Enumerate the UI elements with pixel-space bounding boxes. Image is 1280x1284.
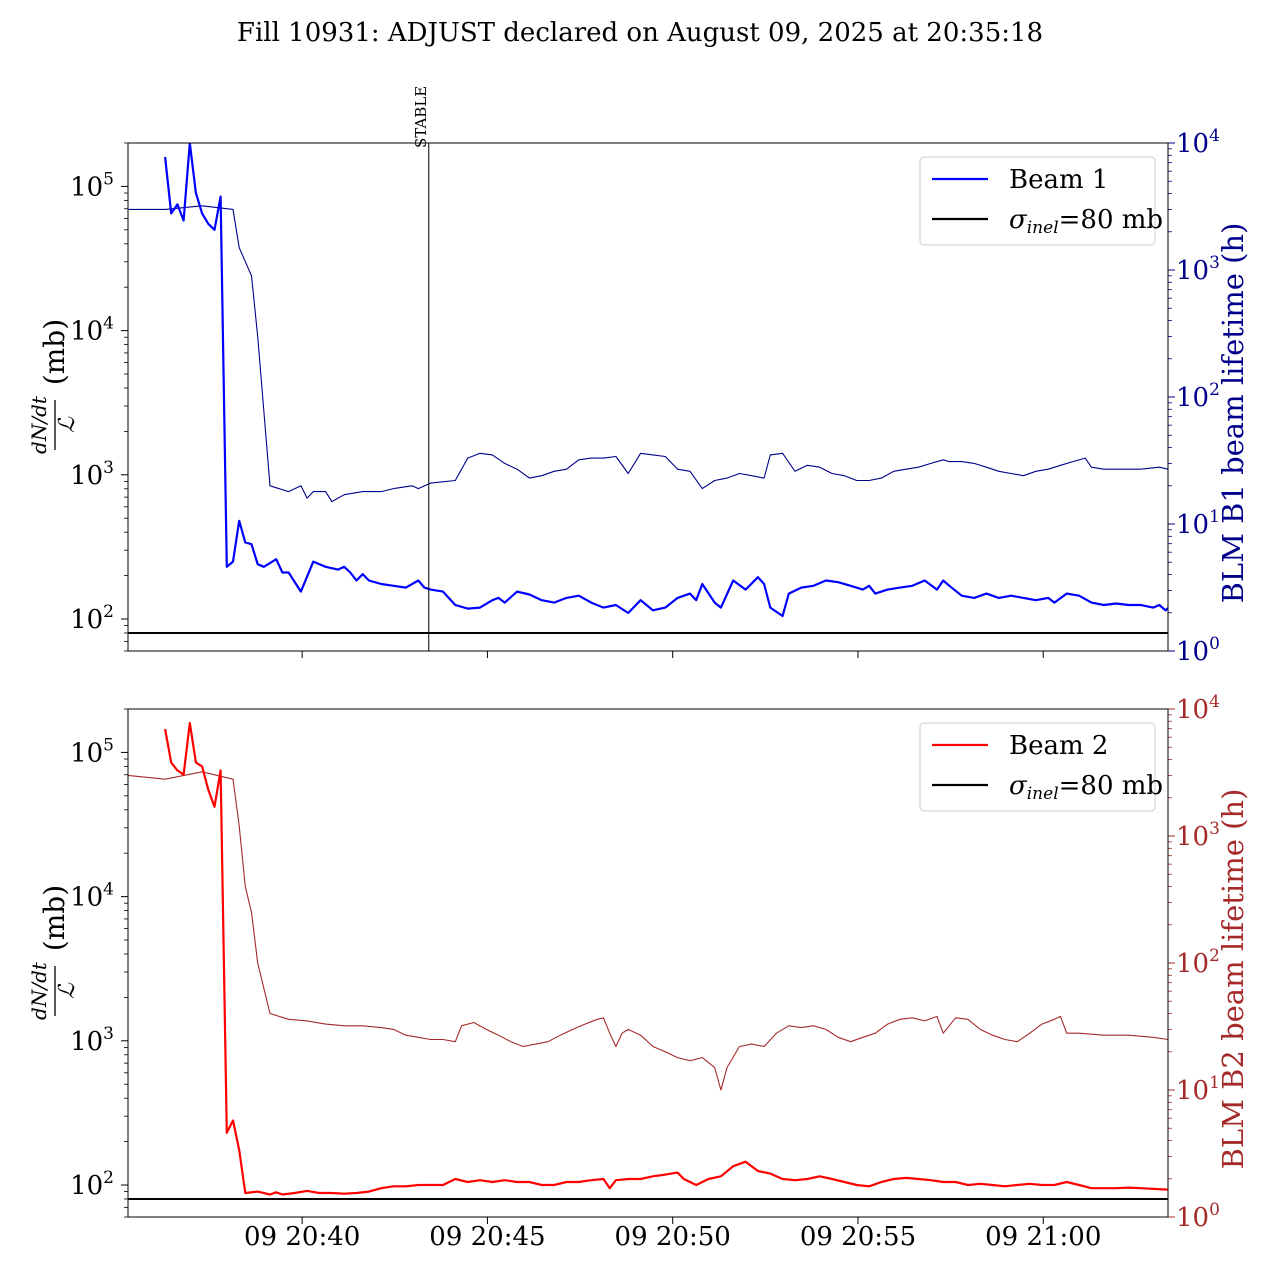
tick-exponent: 3 (1209, 819, 1220, 839)
tick-base: 10 (1176, 510, 1209, 540)
tick-base: 10 (70, 172, 103, 202)
tick-base: 10 (70, 1171, 103, 1201)
legend: Beam 2 σinel=80 mb (919, 722, 1163, 812)
tick-base: 10 (70, 605, 103, 635)
tick-base: 10 (1176, 256, 1209, 286)
tick-exponent: 3 (1209, 253, 1220, 273)
sigma-symbol: σ (1009, 205, 1028, 235)
tick-base: 10 (70, 461, 103, 491)
plot-area (128, 721, 1168, 1200)
sigma-subscript: inel (1027, 218, 1059, 238)
label-denominator: ℒ (55, 982, 80, 999)
right-tick-label: 102 (1176, 946, 1220, 979)
legend-label-beam: Beam 2 (1009, 731, 1108, 761)
right-tick-label: 101 (1176, 1073, 1220, 1106)
left-tick-label: 104 (70, 314, 114, 347)
tick-base: 10 (1176, 637, 1209, 667)
left-tick-label: 102 (70, 602, 114, 635)
tick-exponent: 3 (103, 1024, 114, 1044)
legend: Beam 1 σinel=80 mb (919, 156, 1163, 246)
sigma-symbol: σ (1009, 771, 1028, 801)
left-tick-label: 105 (70, 735, 114, 768)
right-tick-label: 100 (1176, 1200, 1220, 1233)
tick-exponent: 2 (1209, 380, 1220, 400)
right-tick-label: 102 (1176, 380, 1220, 413)
label-numerator: dN/dt (27, 961, 51, 1020)
plot-frame (127, 708, 1169, 1218)
right-tick-label: 103 (1176, 253, 1220, 286)
left-tick-label: 105 (70, 169, 114, 202)
tick-base: 10 (70, 317, 103, 347)
sigma-subscript: inel (1027, 784, 1059, 804)
right-axis-label: BLM B1 beam lifetime (h) (1216, 223, 1250, 604)
legend-label-sigma: σinel=80 mb (1009, 205, 1163, 238)
tick-exponent: 3 (103, 458, 114, 478)
x-tick-label: 09 21:00 (985, 1222, 1101, 1252)
plot-frame (127, 142, 1169, 652)
left-tick-label: 103 (70, 458, 114, 491)
tick-exponent: 5 (103, 735, 114, 755)
right-tick-label: 101 (1176, 507, 1220, 540)
right-tick-label: 103 (1176, 819, 1220, 852)
tick-base: 10 (1176, 383, 1209, 413)
tick-base: 10 (70, 883, 103, 913)
x-tick-label: 09 20:50 (615, 1222, 731, 1252)
tick-base: 10 (70, 738, 103, 768)
x-tick-label: 09 20:55 (800, 1222, 916, 1252)
tick-exponent: 5 (103, 169, 114, 189)
label-unit: (mb) (38, 885, 71, 951)
tick-base: 10 (1176, 1203, 1209, 1233)
tick-exponent: 2 (1209, 946, 1220, 966)
tick-exponent: 2 (103, 1168, 114, 1188)
x-tick-label: 09 20:40 (244, 1222, 360, 1252)
right-tick-label: 100 (1176, 634, 1220, 667)
tick-base: 10 (1176, 695, 1209, 725)
right-tick-label: 104 (1176, 126, 1220, 159)
sigma-value: =80 mb (1059, 771, 1163, 801)
beam-series-line (164, 143, 1168, 618)
tick-exponent: 0 (1209, 1200, 1220, 1220)
tick-exponent: 4 (1209, 126, 1220, 146)
tick-base: 10 (70, 1027, 103, 1057)
chart-title: Fill 10931: ADJUST declared on August 09… (236, 18, 1044, 48)
x-tick-label: 09 20:45 (429, 1222, 545, 1252)
beam-series-line (164, 721, 1168, 1196)
legend-label-sigma: σinel=80 mb (1009, 771, 1163, 804)
tick-base: 10 (1176, 129, 1209, 159)
tick-base: 10 (1176, 822, 1209, 852)
legend-label-beam: Beam 1 (1009, 165, 1108, 195)
stable-marker-label: STABLE (412, 86, 430, 148)
tick-exponent: 4 (103, 880, 114, 900)
tick-exponent: 4 (1209, 692, 1220, 712)
left-tick-label: 103 (70, 1024, 114, 1057)
right-tick-label: 104 (1176, 692, 1220, 725)
right-axis-label: BLM B2 beam lifetime (h) (1216, 789, 1250, 1170)
tick-exponent: 0 (1209, 634, 1220, 654)
label-denominator: ℒ (55, 416, 80, 433)
left-tick-label: 102 (70, 1168, 114, 1201)
left-axis-label: dN/dt ℒ (mb) (27, 319, 80, 454)
tick-exponent: 2 (103, 602, 114, 622)
plot-area (128, 143, 1168, 634)
label-unit: (mb) (38, 319, 71, 385)
label-numerator: dN/dt (27, 395, 51, 454)
sigma-value: =80 mb (1059, 205, 1163, 235)
blm-lifetime-series-line (128, 205, 1168, 503)
blm-lifetime-series-line (128, 771, 1168, 1091)
tick-exponent: 1 (1209, 507, 1220, 527)
tick-exponent: 4 (103, 314, 114, 334)
left-tick-label: 104 (70, 880, 114, 913)
tick-base: 10 (1176, 1076, 1209, 1106)
left-axis-label: dN/dt ℒ (mb) (27, 885, 80, 1020)
tick-base: 10 (1176, 949, 1209, 979)
tick-exponent: 1 (1209, 1073, 1220, 1093)
